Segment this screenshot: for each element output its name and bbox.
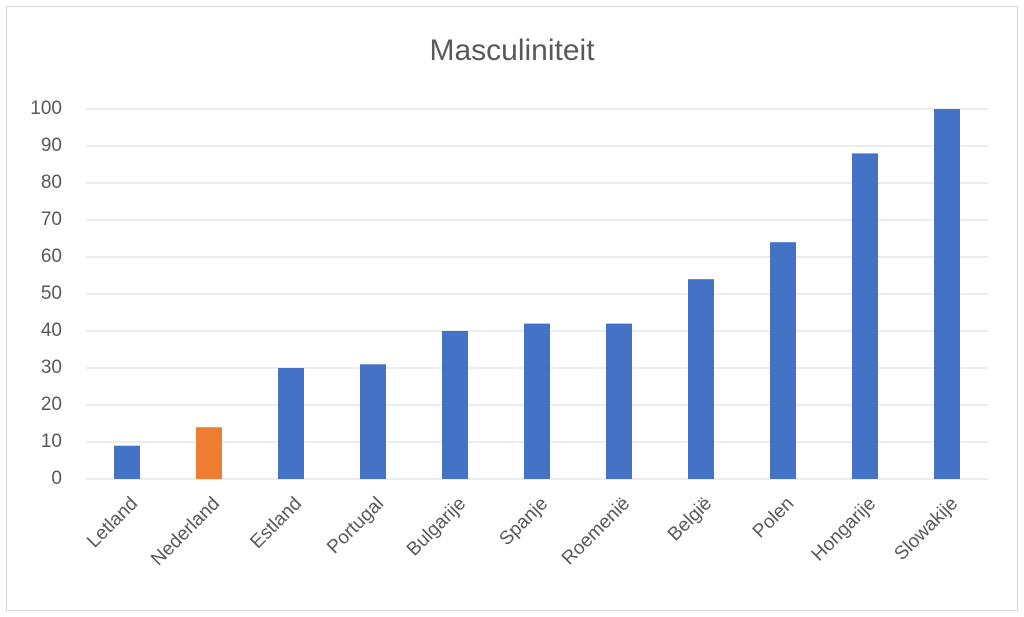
y-tick-label: 80 bbox=[41, 172, 62, 193]
y-tick-label: 60 bbox=[41, 246, 62, 267]
chart-border bbox=[6, 6, 1018, 611]
chart-title: Masculiniteit bbox=[429, 34, 595, 67]
y-tick-label: 40 bbox=[41, 320, 62, 341]
bar bbox=[360, 364, 386, 479]
y-tick-label: 30 bbox=[41, 357, 62, 378]
bar bbox=[688, 279, 714, 479]
bar bbox=[278, 368, 304, 479]
y-tick-label: 90 bbox=[41, 135, 62, 156]
bar bbox=[606, 323, 632, 479]
y-tick-label: 70 bbox=[41, 209, 62, 230]
bar bbox=[196, 427, 222, 479]
y-tick-label: 10 bbox=[41, 431, 62, 452]
bar bbox=[770, 242, 796, 479]
y-tick-label: 20 bbox=[41, 394, 62, 415]
bar bbox=[934, 109, 960, 479]
y-tick-label: 0 bbox=[51, 468, 62, 489]
bar bbox=[524, 323, 550, 479]
bar bbox=[442, 331, 468, 479]
bar bbox=[114, 445, 140, 479]
bar bbox=[852, 153, 878, 479]
y-tick-label: 100 bbox=[30, 98, 62, 119]
y-tick-label: 50 bbox=[41, 283, 62, 304]
